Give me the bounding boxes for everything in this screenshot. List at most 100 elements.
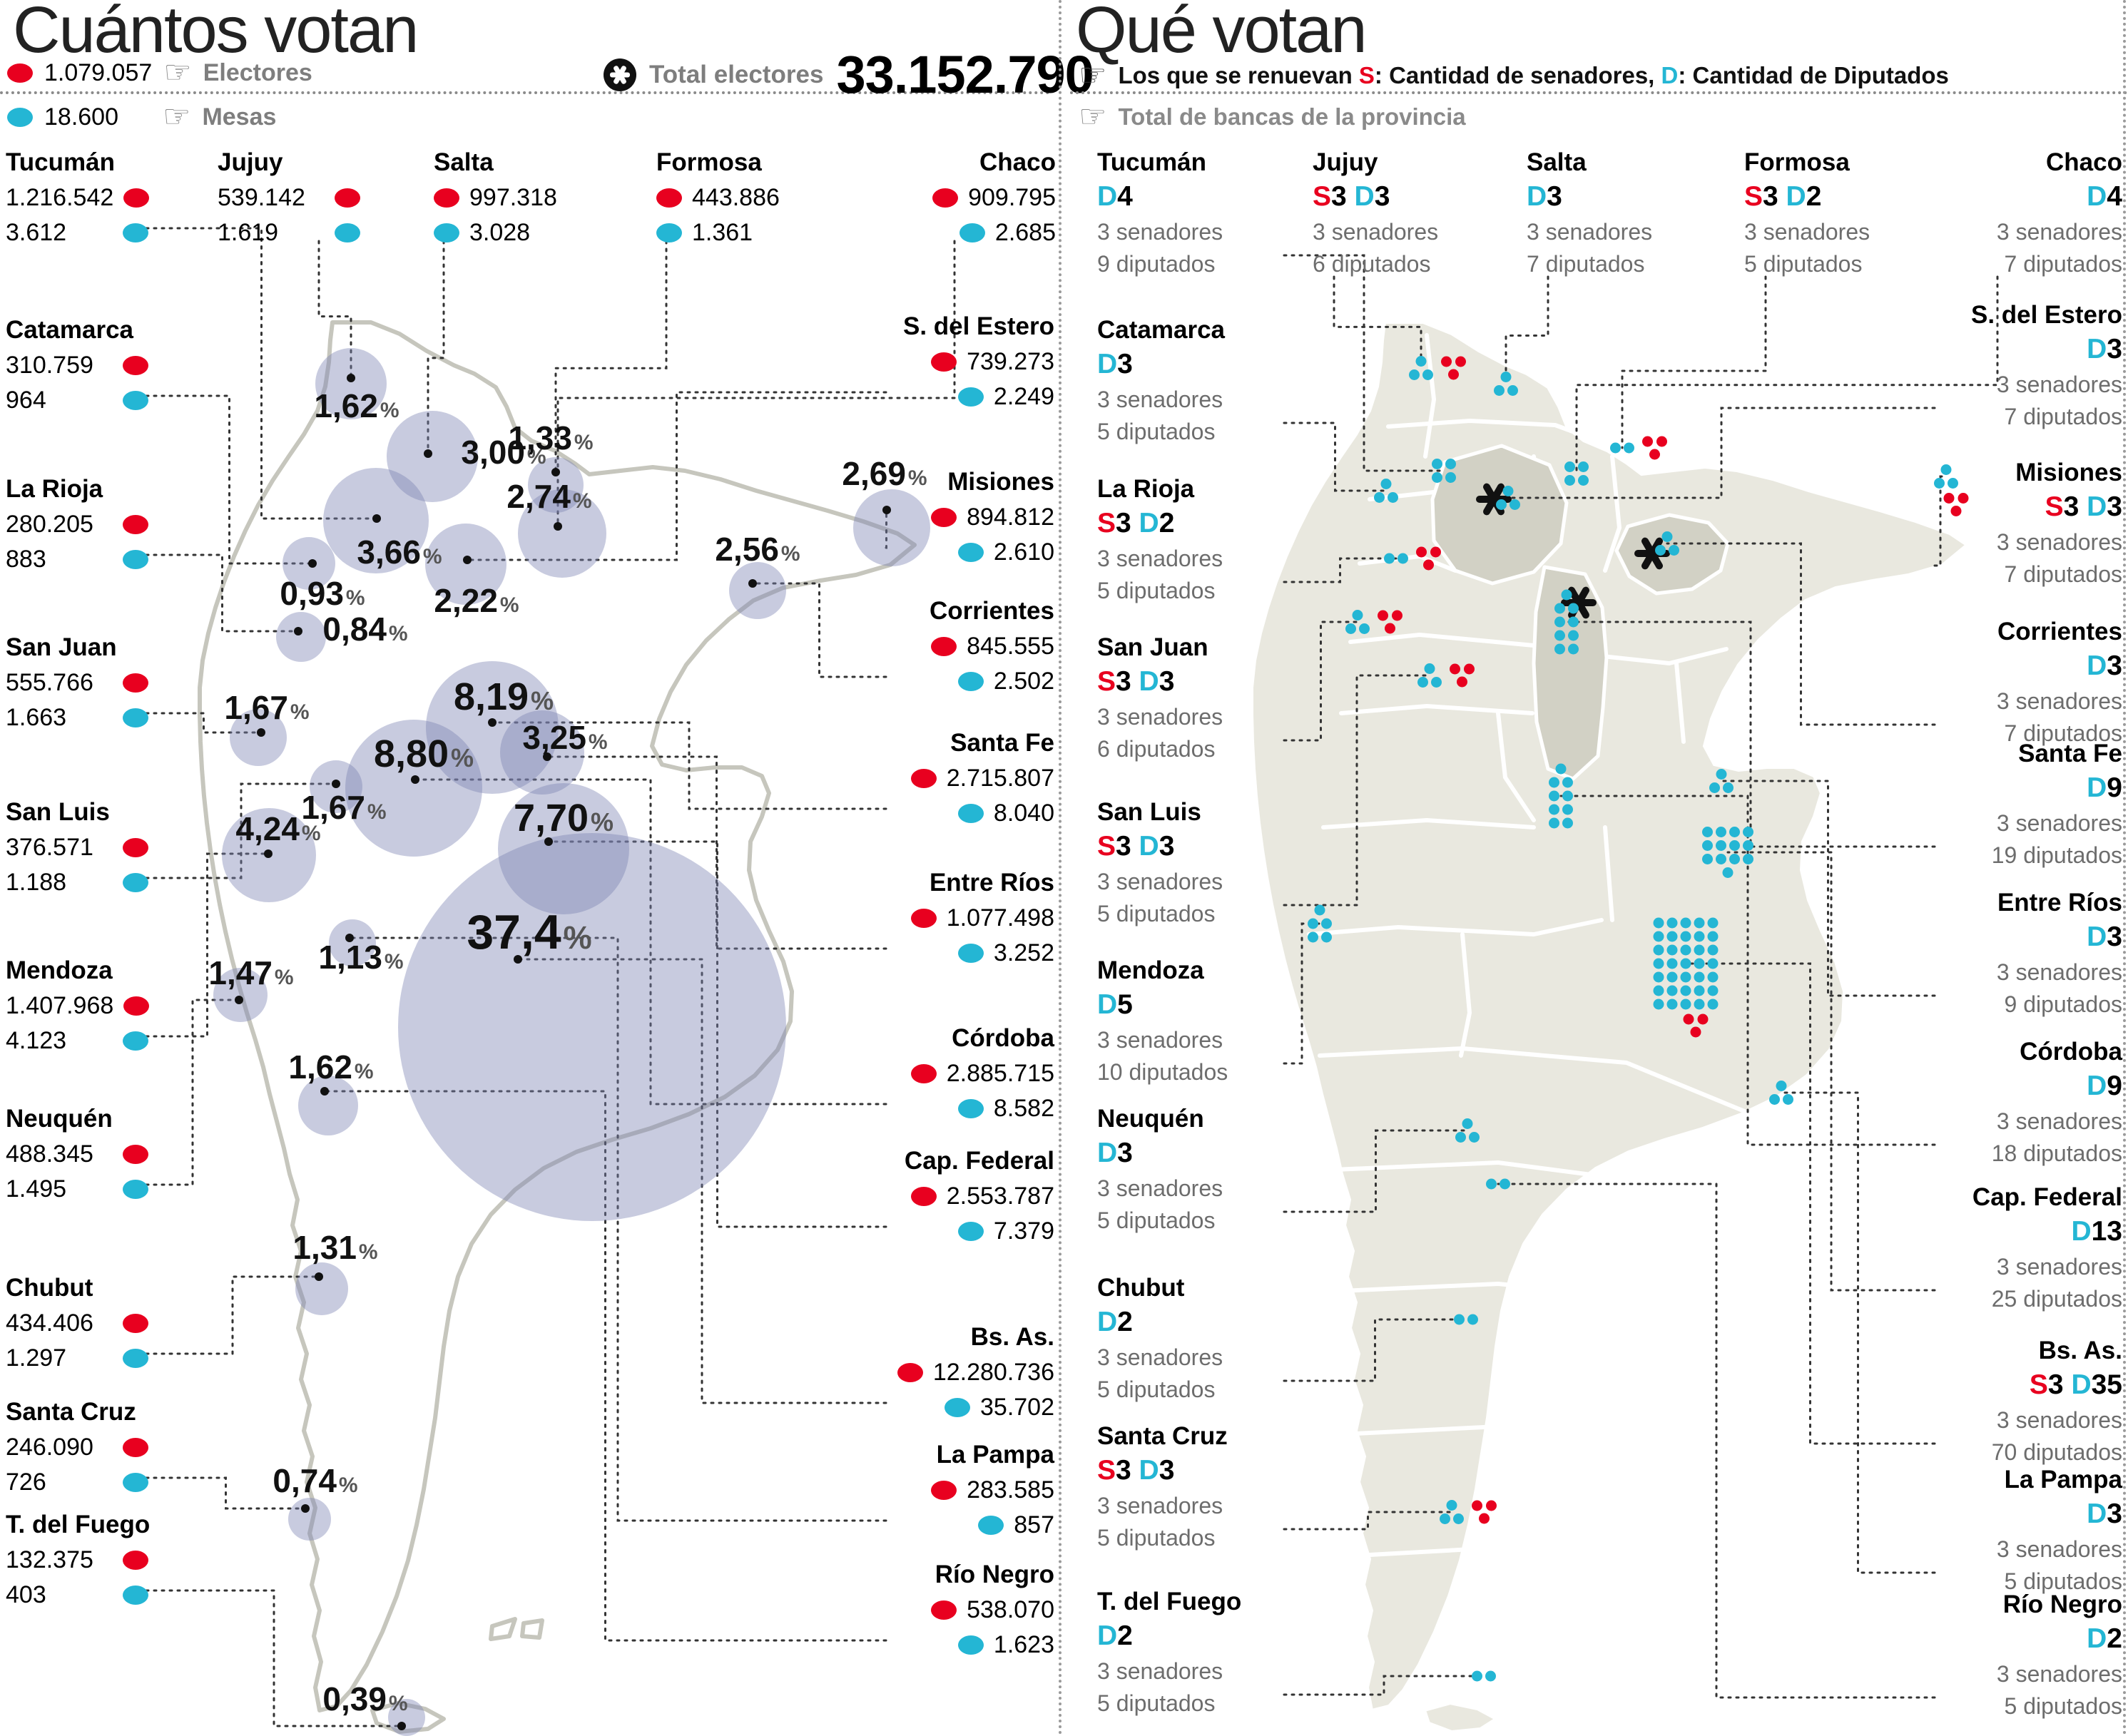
seats-cluster-neuquen: [1455, 1118, 1480, 1143]
senadores-total: 3 senadores: [1097, 1175, 1223, 1202]
province-name: Chaco: [2046, 148, 2122, 176]
leader-line-capfederal: [1726, 851, 1936, 1292]
electores-block-entrerios: Entre Ríos 1.077.498 3.252: [910, 869, 1054, 967]
electores-block-mendoza: Mendoza 1.407.968 4.123: [6, 956, 150, 1055]
electores-row: 12.280.736: [897, 1359, 1054, 1387]
pct-label-sanluis: 1,67%: [301, 789, 386, 826]
bancas-block-rionegro: Río Negro D2 3 senadores 5 diputados: [1997, 1591, 2122, 1720]
mesas-row: 35.702: [897, 1394, 1054, 1421]
province-name: Neuquén: [6, 1105, 113, 1133]
total-electores-label: Total electores: [649, 60, 824, 88]
mesas-row: 2.610: [931, 538, 1054, 566]
leader-line-corrientes: [751, 582, 887, 678]
province-name: Mendoza: [6, 956, 113, 984]
value: 3.028: [469, 219, 531, 247]
red-dot-icon: [656, 188, 682, 208]
red-dot-icon: [897, 1363, 923, 1383]
senadores-total: 3 senadores: [1097, 869, 1223, 895]
pct-label-sde: 2,22%: [434, 582, 519, 619]
diputados-total: 5 diputados: [2004, 1568, 2122, 1594]
pct-label-bsas: 37,4%: [467, 905, 591, 959]
cyan-dot-icon: [978, 1516, 1004, 1536]
right-panel-title: Qué votan: [1076, 0, 1368, 66]
senadores-total: 3 senadores: [1527, 219, 1653, 245]
pct-label-cordoba: 8,80%: [374, 732, 474, 775]
mesas-row: 857: [931, 1511, 1054, 1539]
bubble-marker-corrientes: [748, 579, 757, 588]
value: 538.070: [967, 1596, 1054, 1624]
legend-renuevan: ☞ Los que se renuevan S: Cantidad de sen…: [1079, 60, 1949, 91]
seats-cluster-tucuman: [1432, 459, 1456, 483]
bubble-marker-salta: [424, 449, 432, 458]
value: 1.623: [993, 1631, 1054, 1659]
value: 403: [6, 1581, 46, 1609]
electores-bubble-neuquen: [213, 968, 268, 1022]
leader-line-sde: [466, 391, 887, 561]
cyan-dot-icon: [123, 1031, 148, 1051]
pointing-hand-icon: ☞: [1079, 58, 1107, 93]
value: 376.571: [6, 834, 93, 862]
bubble-marker-capfederal: [544, 837, 553, 846]
electores-block-santafe: Santa Fe 2.715.807 8.040: [910, 729, 1054, 827]
electores-bubble-chaco: [518, 489, 606, 578]
total-electores: Total electores 33.152.790: [604, 44, 1094, 105]
legend-mesas-label: Mesas: [202, 103, 277, 131]
leader-line-sde: [1507, 407, 1936, 499]
electores-block-catamarca: Catamarca 310.759 964: [6, 316, 148, 414]
bubble-marker-mendoza: [264, 849, 273, 858]
electores-block-sanjuan: San Juan 555.766 1.663: [6, 633, 148, 732]
electores-row: 739.273: [903, 348, 1054, 376]
electores-block-larioja: La Rioja 280.205 883: [6, 475, 148, 573]
province-name: Río Negro: [2002, 1591, 2122, 1618]
cyan-dot-icon: [7, 107, 33, 127]
province-name: Jujuy: [218, 148, 283, 176]
province-name: Santa Fe: [950, 729, 1054, 757]
value: 132.375: [6, 1546, 93, 1574]
province-name: Neuquén: [1097, 1105, 1204, 1133]
province-name: Córdoba: [952, 1024, 1054, 1052]
cyan-dot-icon: [957, 543, 984, 563]
red-dot-icon: [123, 188, 150, 208]
pct-label-entrerios: 3,25%: [522, 719, 607, 756]
pct-label-rionegro: 1,62%: [288, 1048, 373, 1086]
bancas-block-jujuy: Jujuy S3 D3 3 senadores 6 diputados: [1313, 148, 1438, 277]
province-name: Santa Fe: [2018, 740, 2122, 767]
province-name: Cap. Federal: [904, 1147, 1054, 1175]
leader-line-tucuman: [145, 227, 378, 520]
cyan-dot-icon: [335, 223, 360, 243]
value: 883: [6, 546, 46, 573]
red-dot-icon: [931, 637, 957, 657]
senadores-total: 3 senadores: [1996, 1661, 2122, 1688]
province-name: Misiones: [947, 468, 1054, 496]
diputados-total: 5 diputados: [1097, 418, 1216, 444]
electores-block-neuquen: Neuquén 488.345 1.495: [6, 1105, 148, 1203]
mesas-row: 2.685: [932, 219, 1056, 247]
value: 997.318: [469, 184, 557, 212]
cyan-dot-icon: [123, 1349, 148, 1369]
leader-line-salta: [427, 240, 445, 455]
left-panel-title: Cuántos votan: [13, 0, 419, 66]
electores-bubble-rionegro: [298, 1076, 358, 1135]
leader-line-entrerios: [1720, 780, 1936, 997]
red-dot-icon: [932, 188, 959, 208]
seats-cluster-misiones: [1934, 464, 1969, 516]
value: 2.610: [993, 538, 1054, 566]
bancas-block-chubut: Chubut D2 3 senadores 5 diputados: [1097, 1274, 1223, 1403]
pct-label-capfederal: 7,70%: [514, 797, 614, 839]
leader-line-rionegro: [323, 1090, 887, 1642]
seats-cluster-jujuy: [1409, 356, 1466, 380]
value: 434.406: [6, 1309, 93, 1337]
diputados-total: 5 diputados: [1744, 250, 1863, 277]
electores-block-capfederal: Cap. Federal 2.553.787 7.379: [905, 1147, 1054, 1245]
senadores-total: 3 senadores: [1996, 1108, 2122, 1135]
electores-block-sde: S. del Estero 739.273 2.249: [903, 312, 1054, 411]
bancas-block-catamarca: Catamarca D3 3 senadores 5 diputados: [1097, 316, 1225, 445]
cyan-dot-icon: [123, 223, 148, 243]
value: 7.379: [993, 1217, 1054, 1245]
electores-row: 845.555: [930, 633, 1054, 660]
diputados-total: 7 diputados: [2004, 250, 2122, 277]
leader-line-salta: [1505, 275, 1549, 385]
legend-bancas: ☞ Total de bancas de la provincia: [1079, 101, 1466, 133]
mesas-row: 403: [6, 1581, 150, 1609]
